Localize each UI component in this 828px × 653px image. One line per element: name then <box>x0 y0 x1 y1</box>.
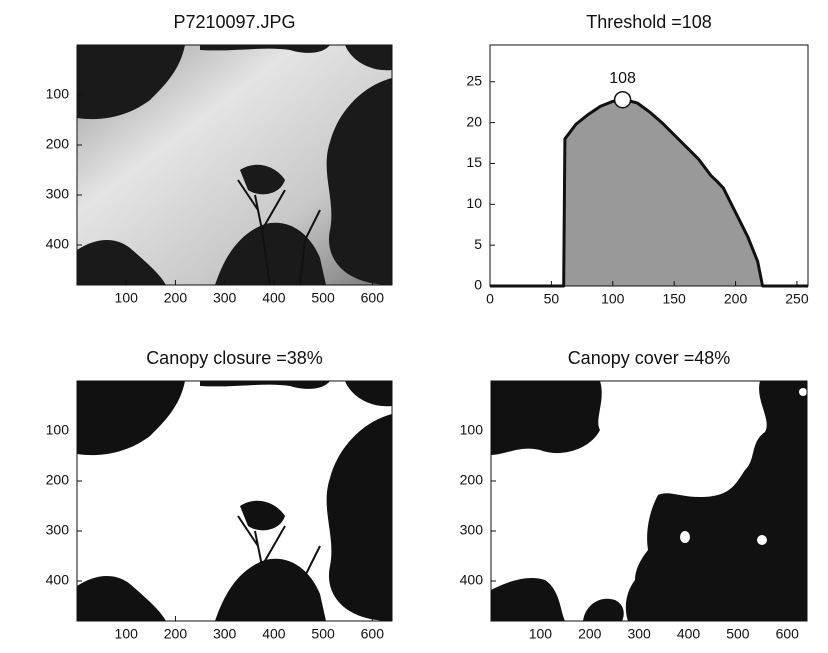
y-tick-label: 400 <box>46 236 70 252</box>
y-tick-label: 200 <box>46 472 70 488</box>
photo <box>77 45 392 285</box>
annotation-label: 108 <box>609 70 636 87</box>
x-tick-label: 100 <box>529 626 553 642</box>
chart-title: Threshold =108 <box>586 12 712 32</box>
y-tick-label: 5 <box>474 236 482 252</box>
x-tick-label: 600 <box>361 626 385 642</box>
y-tick-label: 200 <box>46 136 70 152</box>
y-tick-label: 15 <box>466 154 482 170</box>
cover-image <box>491 381 807 621</box>
chart-title: Canopy cover =48% <box>568 348 731 368</box>
x-tick-label: 100 <box>115 626 139 642</box>
x-tick-label: 250 <box>785 291 809 307</box>
x-tick-label: 200 <box>724 291 748 307</box>
x-tick-label: 400 <box>262 626 286 642</box>
y-tick-label: 10 <box>466 195 482 211</box>
x-tick-label: 100 <box>115 290 139 306</box>
histogram-line <box>490 98 808 288</box>
y-tick-label: 100 <box>46 86 70 102</box>
x-tick-label: 600 <box>776 626 800 642</box>
x-tick-label: 500 <box>311 290 335 306</box>
binary-image <box>77 381 392 621</box>
x-tick-label: 50 <box>544 291 560 307</box>
y-tick-label: 25 <box>466 72 482 88</box>
threshold-marker <box>613 90 632 109</box>
chart-title: P7210097.JPG <box>173 12 295 32</box>
x-tick-label: 300 <box>213 290 237 306</box>
axes-frame <box>76 44 393 286</box>
x-tick-label: 200 <box>578 626 602 642</box>
x-tick-label: 0 <box>486 291 494 307</box>
y-tick-label: 300 <box>460 522 484 538</box>
x-tick-label: 500 <box>311 626 335 642</box>
y-tick-label: 400 <box>460 572 484 588</box>
x-tick-label: 500 <box>726 626 750 642</box>
y-tick-label: 100 <box>460 422 484 438</box>
axes-frame <box>489 44 809 287</box>
x-tick-label: 400 <box>262 290 286 306</box>
axes-frame <box>76 380 393 622</box>
x-tick-label: 100 <box>601 291 625 307</box>
y-tick-label: 100 <box>46 422 70 438</box>
y-tick-label: 300 <box>46 186 70 202</box>
x-tick-label: 400 <box>677 626 701 642</box>
y-tick-label: 400 <box>46 572 70 588</box>
y-tick-label: 300 <box>46 522 70 538</box>
x-tick-label: 200 <box>164 290 188 306</box>
chart-title: Canopy closure =38% <box>146 348 323 368</box>
axes-frame <box>490 380 808 622</box>
x-tick-label: 200 <box>164 626 188 642</box>
y-tick-label: 20 <box>466 113 482 129</box>
x-tick-label: 300 <box>627 626 651 642</box>
histogram-area <box>490 99 808 286</box>
y-tick-label: 200 <box>460 472 484 488</box>
x-tick-label: 300 <box>213 626 237 642</box>
x-tick-label: 600 <box>361 290 385 306</box>
x-tick-label: 150 <box>662 291 686 307</box>
y-tick-label: 0 <box>474 277 482 293</box>
